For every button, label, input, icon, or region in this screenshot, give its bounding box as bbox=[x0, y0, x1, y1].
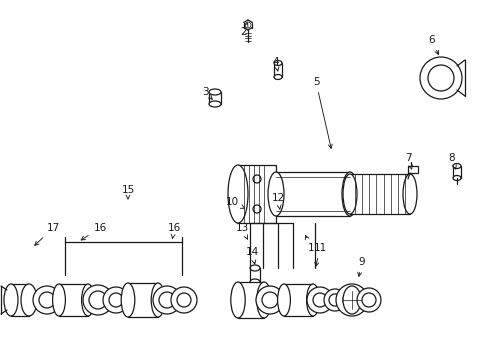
Text: 16: 16 bbox=[81, 223, 106, 240]
Ellipse shape bbox=[452, 163, 460, 168]
Circle shape bbox=[419, 57, 461, 99]
Circle shape bbox=[109, 293, 123, 307]
Ellipse shape bbox=[342, 174, 356, 214]
Text: 9: 9 bbox=[357, 257, 365, 276]
Circle shape bbox=[252, 205, 261, 213]
Circle shape bbox=[39, 292, 55, 308]
Ellipse shape bbox=[273, 75, 282, 80]
Ellipse shape bbox=[342, 286, 360, 314]
Ellipse shape bbox=[21, 284, 37, 316]
Circle shape bbox=[262, 292, 278, 308]
Text: 7: 7 bbox=[404, 153, 411, 169]
Circle shape bbox=[159, 292, 175, 308]
Ellipse shape bbox=[208, 101, 221, 107]
Bar bbox=[238, 165, 275, 223]
Bar bbox=[59, 284, 88, 316]
Ellipse shape bbox=[151, 283, 164, 317]
Ellipse shape bbox=[4, 284, 18, 316]
Text: 12: 12 bbox=[271, 193, 284, 209]
Ellipse shape bbox=[306, 284, 319, 316]
Text: 2: 2 bbox=[240, 23, 247, 37]
Circle shape bbox=[335, 284, 367, 316]
Bar bbox=[275, 172, 349, 216]
Circle shape bbox=[356, 288, 380, 312]
Ellipse shape bbox=[230, 282, 244, 318]
Circle shape bbox=[244, 22, 250, 28]
Ellipse shape bbox=[256, 282, 271, 318]
Ellipse shape bbox=[267, 172, 284, 216]
Bar bbox=[349, 174, 409, 214]
Bar bbox=[284, 284, 312, 316]
Text: 8: 8 bbox=[448, 153, 455, 169]
Circle shape bbox=[361, 293, 375, 307]
Text: 17: 17 bbox=[35, 223, 60, 246]
Ellipse shape bbox=[273, 60, 282, 66]
Ellipse shape bbox=[249, 279, 260, 285]
Bar bbox=[452, 166, 460, 178]
Circle shape bbox=[306, 287, 332, 313]
Text: 15: 15 bbox=[121, 185, 134, 199]
Circle shape bbox=[33, 286, 61, 314]
Bar bbox=[238, 282, 264, 318]
Ellipse shape bbox=[452, 176, 460, 180]
Ellipse shape bbox=[227, 165, 247, 223]
Bar bbox=[273, 63, 282, 77]
Text: 11: 11 bbox=[313, 243, 326, 266]
Bar bbox=[11, 284, 29, 316]
Ellipse shape bbox=[208, 89, 221, 95]
Text: 14: 14 bbox=[245, 247, 258, 264]
Bar bbox=[407, 166, 417, 173]
Circle shape bbox=[256, 286, 284, 314]
Circle shape bbox=[324, 289, 346, 311]
Ellipse shape bbox=[277, 284, 290, 316]
Circle shape bbox=[342, 291, 360, 309]
Bar bbox=[208, 92, 221, 104]
Circle shape bbox=[171, 287, 197, 313]
Circle shape bbox=[103, 287, 129, 313]
Circle shape bbox=[252, 175, 261, 183]
Ellipse shape bbox=[341, 172, 357, 216]
Circle shape bbox=[89, 291, 107, 309]
Circle shape bbox=[312, 293, 326, 307]
Ellipse shape bbox=[81, 284, 94, 316]
Text: 5: 5 bbox=[312, 77, 331, 148]
Circle shape bbox=[177, 293, 191, 307]
Circle shape bbox=[153, 286, 181, 314]
Text: 1: 1 bbox=[305, 235, 314, 253]
Ellipse shape bbox=[249, 265, 260, 271]
Text: 13: 13 bbox=[235, 223, 248, 239]
Circle shape bbox=[427, 65, 453, 91]
Text: 16: 16 bbox=[167, 223, 180, 239]
Text: 4: 4 bbox=[272, 57, 279, 71]
Text: 10: 10 bbox=[225, 197, 244, 208]
Bar bbox=[249, 268, 260, 282]
Circle shape bbox=[83, 285, 113, 315]
Circle shape bbox=[328, 294, 340, 306]
Bar bbox=[128, 283, 158, 317]
Ellipse shape bbox=[53, 284, 65, 316]
Ellipse shape bbox=[121, 283, 135, 317]
Ellipse shape bbox=[402, 174, 416, 214]
Text: 3: 3 bbox=[201, 87, 212, 99]
Text: 6: 6 bbox=[428, 35, 438, 54]
